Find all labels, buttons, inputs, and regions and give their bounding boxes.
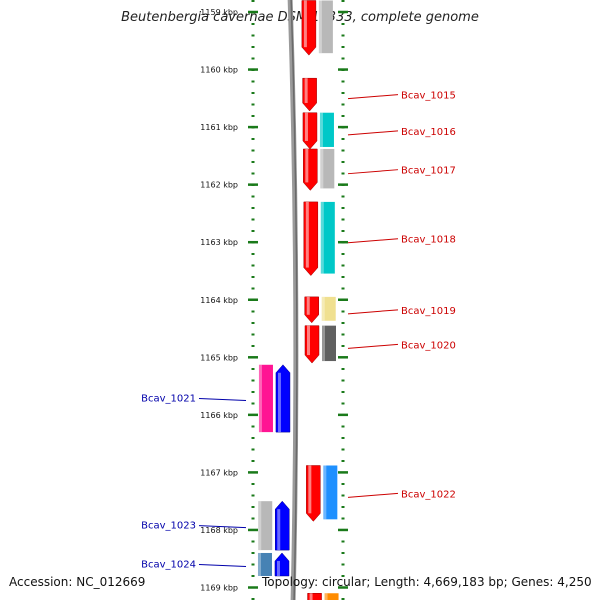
forward-cds-arrow-highlight [304,78,308,103]
cog-color-bar-shine [319,112,323,147]
ruler-tick-label: 1159 kbp [200,8,238,17]
gene-label-leader [347,238,399,244]
cog-color-bar [321,325,336,362]
gene-label[interactable]: Bcav_1020 [401,340,456,351]
gene-label-leader [347,169,399,175]
cog-color-bar [321,296,336,321]
cog-color-bar-shine [320,148,324,189]
cog-color-bar [318,0,333,54]
gene-label[interactable]: Bcav_1016 [401,127,456,138]
cog-color-bar [320,201,335,274]
gene-label[interactable]: Bcav_1024 [141,559,196,570]
cog-color-bar [319,112,334,147]
gene-label-leader [347,343,399,349]
gene-label[interactable]: Bcav_1019 [401,306,456,317]
genome-backbone [287,0,299,600]
gene-label[interactable]: Bcav_1017 [401,166,456,177]
gene-label-leader [198,525,247,529]
cog-color-bar-shine [321,296,325,321]
reverse-cds-arrow-highlight [277,372,281,433]
gene-label-leader [347,309,399,315]
forward-cds-arrow-highlight [304,112,308,141]
cog-color-bar [258,501,273,551]
genome-summary-text: Topology: circular; Length: 4,669,183 bp… [262,575,592,589]
gene-label[interactable]: Bcav_1018 [401,235,456,246]
cds-track [257,0,339,600]
gene-label[interactable]: Bcav_1021 [141,393,196,404]
cog-color-bar-shine [318,0,322,54]
ruler-tick-label: 1163 kbp [200,238,238,247]
cog-color-bar-shine [320,201,324,274]
accession-text: Accession: NC_012669 [9,575,146,589]
ruler-tick-label: 1162 kbp [200,181,238,190]
gene-label[interactable]: Bcav_1015 [401,91,456,102]
ruler-tick-label: 1166 kbp [200,411,238,420]
gene-label[interactable]: Bcav_1023 [141,521,196,532]
forward-cds-arrow-highlight [303,0,307,48]
map-title: Beutenbergia cavernae DSM 12333, complet… [121,10,479,25]
cog-color-bar-shine [323,465,327,520]
cog-color-bar-shine [257,552,261,576]
gene-label-leader [347,130,399,136]
cog-color-bar [323,465,338,520]
ruler-tick-label: 1165 kbp [200,353,238,362]
ruler-tick-label: 1168 kbp [200,526,238,535]
gene-label-leader [198,397,247,401]
reverse-cds-arrow-highlight [277,509,281,551]
backbone-arc-shadow [290,0,298,600]
forward-cds-arrow-highlight [308,465,312,514]
cog-color-bar-shine [324,593,328,600]
cog-color-bar-shine [321,325,325,362]
backbone-arc [287,0,299,600]
gene-labels: Bcav_1015 Bcav_1016 Bcav_1017 Bcav_1018 Bcav… [141,91,456,571]
ruler-tick-label: 1160 kbp [200,66,238,75]
cog-color-bar [324,593,339,600]
cog-color-bar-shine [258,364,262,433]
ruler-tick-label: 1161 kbp [200,123,238,132]
forward-cds-arrow-highlight [305,148,309,183]
gene-label-leader [198,563,247,567]
cog-color-bar [320,148,335,189]
forward-cds-arrow-highlight [305,201,309,268]
ruler-tick-label: 1164 kbp [200,296,238,305]
forward-cds-arrow-highlight [309,593,313,600]
cog-color-bar [257,552,272,576]
reverse-cds-arrow-highlight [276,560,280,576]
kbp-ruler: 1159 kbp 1160 kbp 1161 kbp 1162 kbp 1163 kbp… [200,0,348,600]
gene-label[interactable]: Bcav_1022 [401,489,456,500]
cog-color-bar-shine [258,501,262,551]
forward-cds-arrow-highlight [306,325,310,356]
ruler-tick-label: 1169 kbp [200,584,238,593]
gene-label-leader [347,492,399,498]
gene-label-leader [347,94,399,100]
ruler-tick-label: 1167 kbp [200,468,238,477]
cog-color-bar [258,364,273,433]
forward-cds-arrow-highlight [306,296,310,315]
